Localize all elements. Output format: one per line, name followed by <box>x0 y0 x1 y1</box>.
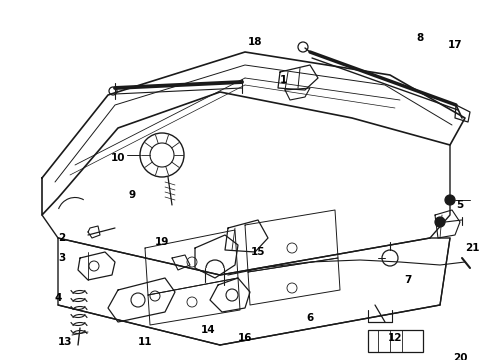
Text: 9: 9 <box>128 190 136 200</box>
Text: 18: 18 <box>248 37 262 47</box>
Text: 15: 15 <box>251 247 265 257</box>
Text: 10: 10 <box>111 153 125 163</box>
Text: 3: 3 <box>58 253 66 263</box>
Text: 5: 5 <box>456 200 464 210</box>
Text: 8: 8 <box>416 33 424 43</box>
Text: 16: 16 <box>238 333 252 343</box>
Text: 17: 17 <box>448 40 462 50</box>
Text: 11: 11 <box>138 337 152 347</box>
Text: 13: 13 <box>58 337 72 347</box>
Text: 14: 14 <box>201 325 215 335</box>
Text: 1: 1 <box>279 75 287 85</box>
Text: 4: 4 <box>54 293 62 303</box>
Circle shape <box>435 217 445 227</box>
Text: 2: 2 <box>58 233 66 243</box>
Text: 7: 7 <box>404 275 412 285</box>
Text: 19: 19 <box>155 237 169 247</box>
Text: 6: 6 <box>306 313 314 323</box>
Text: 12: 12 <box>388 333 402 343</box>
Text: 21: 21 <box>465 243 479 253</box>
Text: 20: 20 <box>453 353 467 360</box>
Circle shape <box>445 195 455 205</box>
FancyBboxPatch shape <box>368 330 423 352</box>
